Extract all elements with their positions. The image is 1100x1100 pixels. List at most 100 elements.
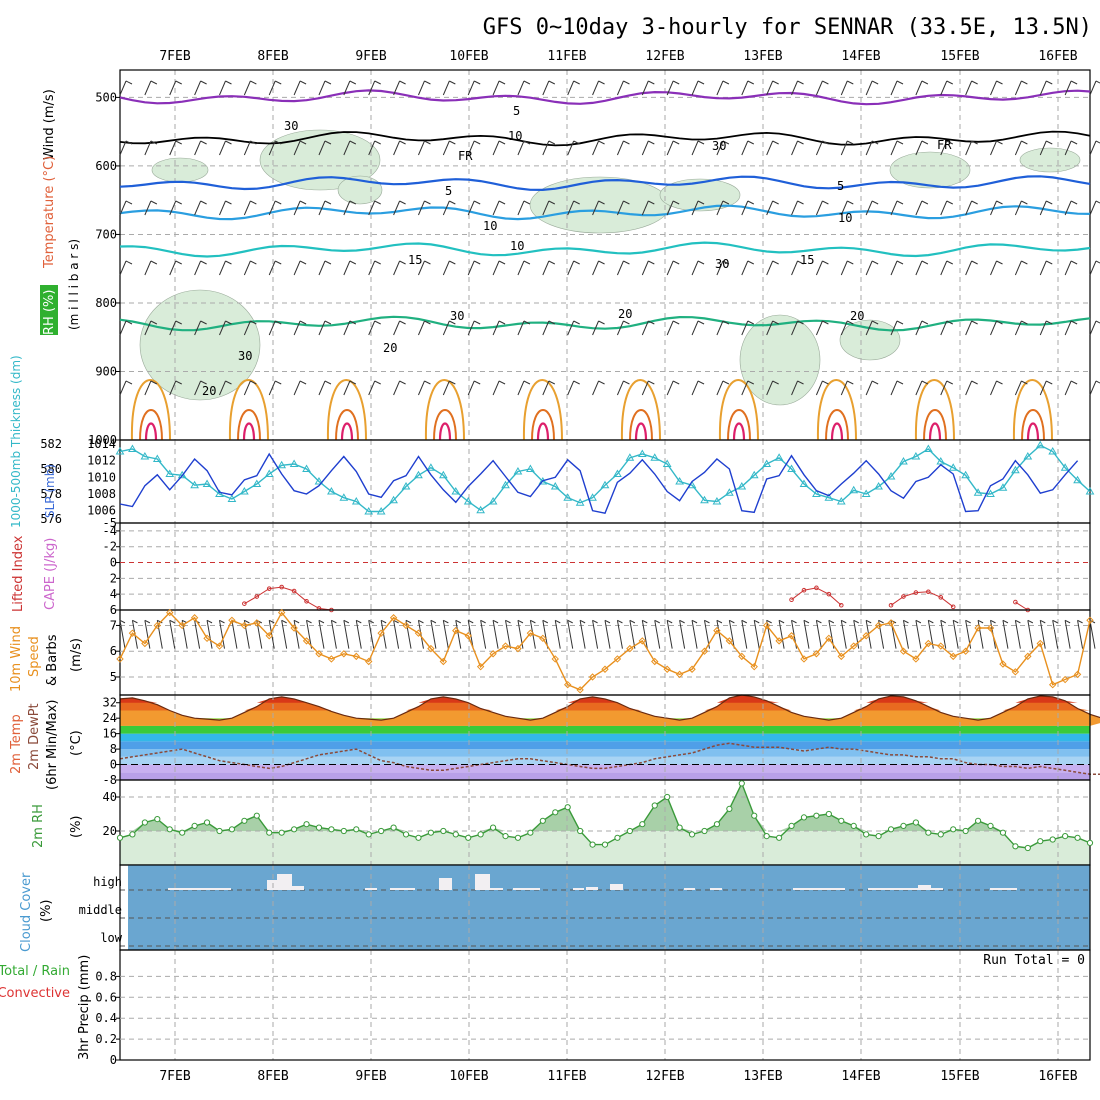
wind-barb (492, 140, 500, 156)
wind-barb (349, 260, 357, 265)
thickness-point (650, 453, 660, 461)
wind-barb (1039, 260, 1047, 276)
wind-barb (449, 140, 456, 145)
wind-barb (1070, 140, 1078, 145)
wind-barb (573, 200, 580, 205)
temp-area-hot (120, 695, 1100, 711)
wind-barb (175, 320, 182, 325)
temperature-contour (119, 315, 1091, 332)
wind-speed-point (464, 632, 472, 640)
cloud-bar (573, 888, 584, 890)
y-tick-label: 4 (110, 587, 117, 601)
wind-barb (125, 80, 133, 85)
warm-contour (237, 409, 261, 441)
wind-speed-point (1073, 670, 1082, 679)
wind-barb (480, 620, 487, 649)
wind-barb (747, 320, 755, 325)
wind-barb (175, 200, 182, 205)
wind-barb (418, 619, 424, 624)
wind-speed-point (688, 665, 696, 673)
ylabel-minmax: (6hr Min/Max) (45, 700, 60, 790)
wind-barb (604, 619, 611, 624)
wind-barb (1002, 620, 1009, 649)
temperature-contour (119, 130, 1091, 147)
wind-barb (865, 80, 873, 96)
wind-barb (791, 619, 797, 624)
wind-barb (623, 140, 630, 145)
wind-speed-point (812, 650, 821, 658)
lifted-index-point (826, 591, 832, 597)
wind-barb (716, 620, 723, 649)
wind-barb (915, 620, 922, 649)
wind-barb (772, 260, 779, 265)
thickness-point (799, 479, 809, 487)
wind-barb (722, 260, 730, 265)
wind-barb (405, 620, 412, 649)
thickness-point (961, 470, 971, 479)
thickness-point (277, 460, 287, 469)
rh-point (1037, 838, 1044, 845)
wind-barb (865, 140, 873, 156)
wind-barb (517, 140, 525, 156)
wind-barb (467, 619, 474, 624)
wind-barb (169, 619, 175, 624)
wind-barb (722, 380, 730, 385)
wind-barb (293, 140, 301, 156)
wind-barb (275, 80, 282, 85)
hot-contour (242, 422, 256, 441)
wind-speed-point (899, 647, 908, 655)
temp-band (120, 756, 1090, 765)
wind-barb (815, 80, 823, 96)
rh-point (365, 831, 372, 838)
rh-point (116, 834, 124, 841)
wind-barb (1089, 80, 1097, 96)
wind-barb (803, 619, 810, 624)
wind-barb (498, 260, 506, 265)
wind-barb (1064, 80, 1072, 96)
wind-barb (666, 140, 674, 156)
wind-barb (150, 320, 158, 325)
wind-speed-point (762, 621, 771, 630)
wind-barb (424, 200, 431, 205)
ylabel-barbs: & Barbs (45, 634, 60, 686)
ylabel-wind-unit: (m/s) (69, 638, 84, 672)
lifted-index-point (254, 594, 260, 599)
thickness-point (1073, 475, 1082, 484)
rh-point (601, 841, 609, 848)
wind-barb (119, 140, 127, 156)
y-tick-label: 1008 (87, 487, 116, 501)
wind-barb (343, 200, 351, 216)
ylabel-3hr-precip: 3hr Precip (mm) (77, 955, 92, 1060)
wind-barb (1021, 260, 1028, 265)
wind-barb (940, 260, 948, 276)
thickness-point (115, 447, 125, 455)
wind-barb (343, 619, 350, 624)
wind-barb (399, 80, 406, 85)
wind-speed-point (651, 657, 659, 666)
y-tick-label: 24 (103, 711, 117, 725)
wind-barb (1039, 380, 1047, 396)
wind-barb (741, 619, 748, 624)
wind-barb (648, 200, 655, 205)
hot-contour (536, 422, 550, 441)
wind-barb (169, 320, 177, 336)
wind-speed-point (302, 637, 311, 645)
wind-barb (772, 140, 779, 145)
wind-barb (1095, 260, 1100, 264)
wind-barb (1070, 200, 1078, 205)
contour-label: 5 (837, 179, 844, 193)
wind-barb (766, 620, 773, 649)
wind-barb (666, 260, 674, 276)
contour-label: FR (937, 138, 952, 152)
wind-barb (368, 260, 376, 276)
wind-barb (418, 380, 425, 396)
rh-point (241, 817, 248, 824)
date-label: 14FEB (841, 1069, 880, 1084)
wind-barb (840, 200, 848, 216)
rh-point (465, 834, 472, 841)
wind-barb (1095, 140, 1100, 144)
thickness-point (700, 495, 709, 504)
thickness-point (749, 470, 759, 479)
wind-speed-point (389, 614, 398, 622)
wind-speed-point (1024, 652, 1032, 661)
